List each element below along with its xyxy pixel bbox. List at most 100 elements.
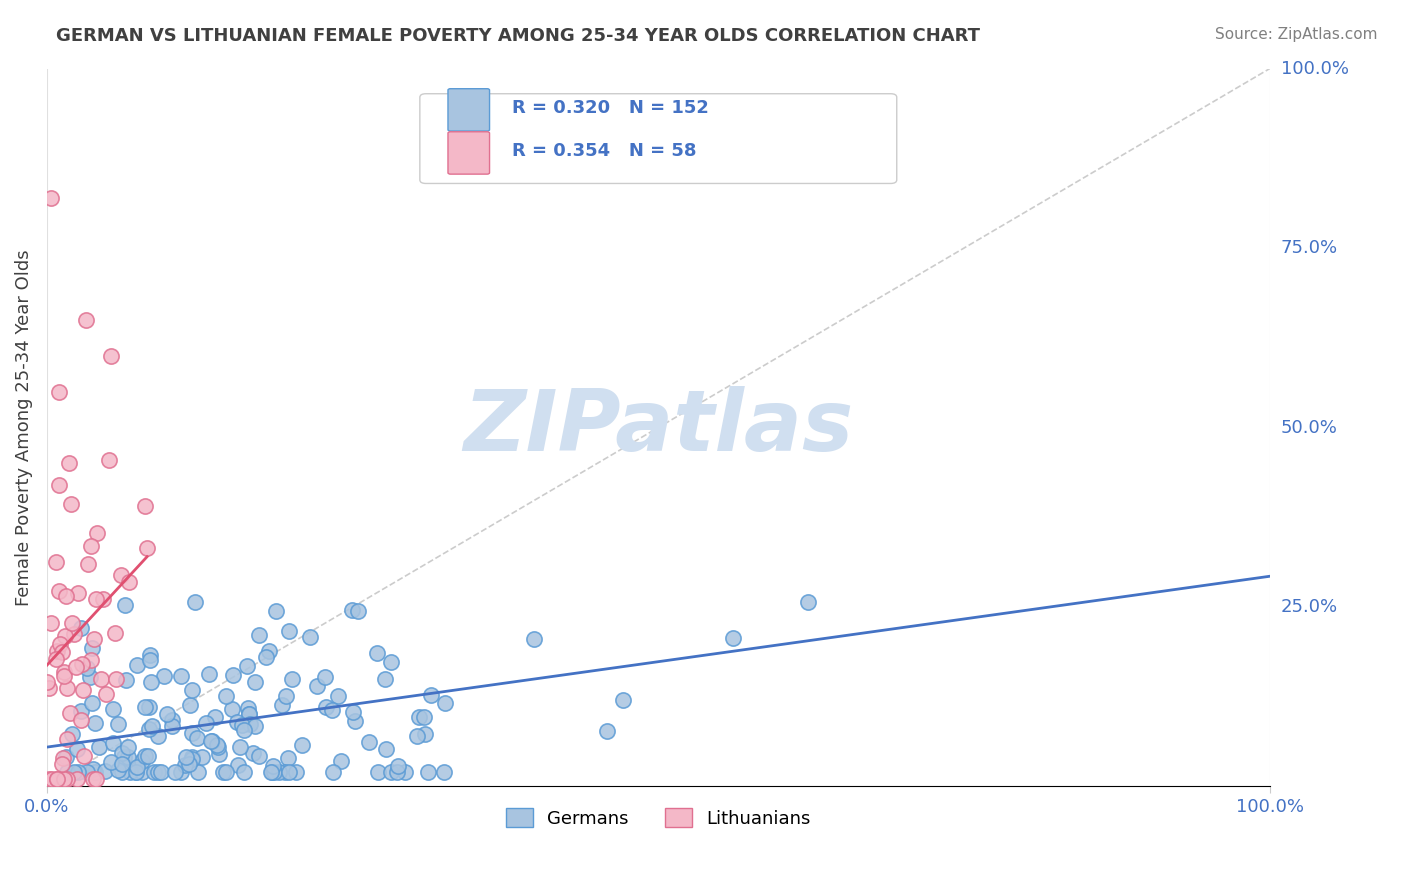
Germans	[153, 669, 176, 683]
Germans	[146, 729, 169, 743]
Germans	[264, 604, 287, 618]
Lithuanians	[46, 643, 69, 657]
Germans	[82, 762, 104, 776]
Germans	[87, 739, 110, 754]
Germans	[263, 765, 285, 780]
Germans	[139, 653, 162, 667]
Lithuanians	[136, 541, 159, 555]
Lithuanians	[134, 500, 156, 514]
Germans	[215, 690, 238, 704]
Germans	[596, 724, 619, 739]
Germans	[238, 707, 260, 722]
Germans	[179, 756, 201, 771]
Lithuanians	[38, 681, 60, 695]
Germans	[406, 729, 429, 743]
Lithuanians	[72, 682, 94, 697]
Lithuanians	[67, 586, 90, 600]
Lithuanians	[48, 384, 70, 399]
Germans	[70, 621, 93, 635]
Germans	[380, 656, 402, 670]
Germans	[112, 749, 135, 764]
Lithuanians	[37, 675, 59, 690]
Germans	[260, 765, 283, 780]
Lithuanians	[91, 592, 114, 607]
Germans	[117, 739, 139, 754]
Germans	[136, 748, 159, 763]
Germans	[80, 640, 103, 655]
Germans	[117, 750, 139, 764]
Germans	[387, 759, 409, 773]
Germans	[236, 658, 259, 673]
Germans	[139, 675, 162, 690]
Lithuanians	[48, 478, 70, 492]
Lithuanians	[104, 625, 127, 640]
Germans	[76, 660, 98, 674]
Germans	[225, 715, 247, 730]
Lithuanians	[97, 453, 120, 467]
Germans	[94, 764, 117, 778]
Germans	[267, 765, 290, 780]
Germans	[434, 696, 457, 710]
Germans	[200, 734, 222, 748]
Germans	[170, 669, 193, 683]
Germans	[111, 765, 134, 780]
Lithuanians	[76, 558, 98, 572]
Germans	[612, 693, 634, 707]
Lithuanians	[41, 772, 63, 787]
Lithuanians	[89, 672, 111, 686]
Germans	[374, 672, 396, 686]
Germans	[226, 757, 249, 772]
Germans	[143, 765, 166, 780]
Germans	[69, 704, 91, 718]
Germans	[195, 715, 218, 730]
Germans	[408, 710, 430, 724]
Germans	[314, 670, 336, 684]
Lithuanians	[56, 681, 79, 695]
Germans	[420, 689, 443, 703]
Germans	[340, 603, 363, 617]
Germans	[207, 738, 229, 752]
Lithuanians	[53, 669, 76, 683]
Germans	[100, 755, 122, 769]
Germans	[125, 765, 148, 780]
Germans	[184, 595, 207, 609]
Germans	[412, 710, 434, 724]
Germans	[156, 706, 179, 721]
Lithuanians	[53, 665, 76, 679]
Lithuanians	[84, 592, 107, 607]
Germans	[149, 765, 172, 780]
Germans	[366, 646, 388, 660]
Germans	[221, 701, 243, 715]
Text: R = 0.354   N = 58: R = 0.354 N = 58	[512, 142, 696, 161]
Germans	[55, 749, 77, 764]
Lithuanians	[94, 687, 117, 701]
Lithuanians	[51, 756, 73, 771]
Germans	[243, 674, 266, 689]
Lithuanians	[60, 615, 83, 630]
Germans	[394, 765, 416, 780]
Germans	[367, 765, 389, 780]
Germans	[101, 736, 124, 750]
Germans	[236, 700, 259, 714]
Germans	[60, 727, 83, 741]
Germans	[146, 765, 169, 780]
Germans	[204, 710, 226, 724]
Lithuanians	[69, 713, 91, 727]
Germans	[131, 765, 153, 780]
Germans	[134, 700, 156, 714]
Germans	[343, 714, 366, 728]
Lithuanians	[75, 313, 97, 327]
Germans	[329, 754, 352, 768]
Germans	[141, 719, 163, 733]
Germans	[433, 765, 456, 780]
Lithuanians	[45, 772, 67, 787]
Text: Source: ZipAtlas.com: Source: ZipAtlas.com	[1215, 27, 1378, 42]
Lithuanians	[53, 630, 76, 644]
Germans	[305, 680, 328, 694]
Germans	[232, 723, 254, 737]
Germans	[111, 757, 134, 772]
Germans	[180, 749, 202, 764]
Lithuanians	[58, 706, 80, 721]
Text: R = 0.320   N = 152: R = 0.320 N = 152	[512, 99, 709, 117]
Lithuanians	[80, 540, 103, 554]
